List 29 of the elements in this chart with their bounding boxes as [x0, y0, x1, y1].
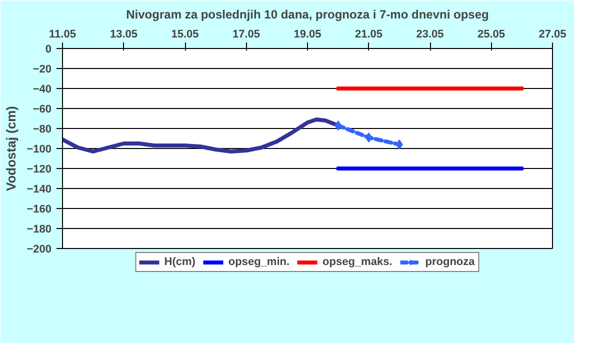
- legend-label: opseg_min.: [228, 256, 290, 268]
- x-tick-label: 11.05: [49, 28, 76, 40]
- x-tick-label: 17.05: [232, 28, 260, 40]
- y-tick-label: 0: [45, 44, 52, 56]
- y-axis-title: Vodostaj (cm): [4, 106, 19, 191]
- legend-label: opseg_maks.: [322, 256, 392, 268]
- y-tick-label: −120: [26, 164, 52, 176]
- x-tick-label: 15.05: [171, 28, 199, 40]
- legend-label: prognoza: [425, 256, 475, 268]
- x-tick-label: 23.05: [416, 28, 444, 40]
- point: [334, 120, 342, 130]
- chart-title: Nivogram za poslednjih 10 dana, prognoza i 7-mo dnevni opseg: [126, 8, 489, 22]
- x-tick-label: 27.05: [538, 28, 566, 40]
- y-tick-label: −160: [26, 204, 52, 216]
- y-tick-label: −20: [32, 64, 52, 76]
- y-tick-label: −180: [26, 224, 52, 236]
- x-tick-label: 19.05: [294, 28, 322, 40]
- x-tick-label: 25.05: [477, 28, 506, 40]
- x-tick-label: 13.05: [110, 28, 138, 40]
- x-tick-label: 21.05: [354, 28, 383, 40]
- y-tick-label: −40: [32, 84, 52, 96]
- legend-label: H(cm): [164, 256, 196, 268]
- y-tick-label: −80: [32, 124, 52, 136]
- y-tick-label: −60: [32, 104, 52, 116]
- y-tick-label: −200: [26, 244, 52, 256]
- y-tick-label: −100: [26, 144, 52, 156]
- point: [396, 140, 403, 150]
- point: [365, 132, 372, 142]
- y-tick-label: −140: [26, 184, 52, 196]
